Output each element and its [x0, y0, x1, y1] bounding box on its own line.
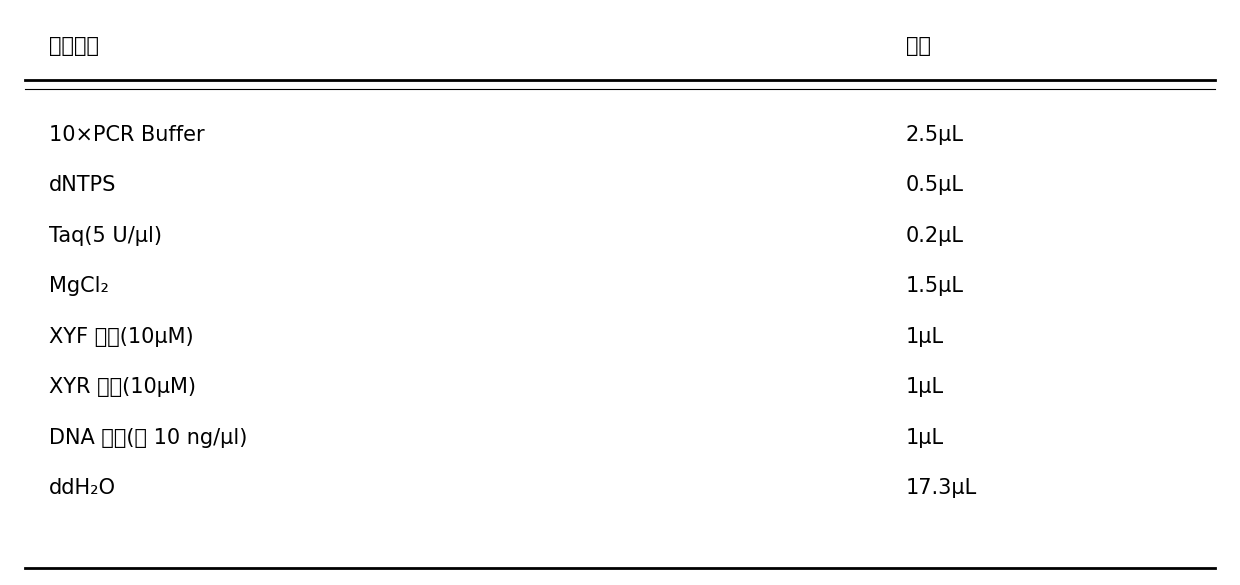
Text: ddH₂O: ddH₂O	[48, 478, 115, 498]
Text: 组成成分: 组成成分	[48, 36, 99, 56]
Text: 1μL: 1μL	[905, 326, 944, 347]
Text: 1μL: 1μL	[905, 428, 944, 448]
Text: XYR 引物(10μM): XYR 引物(10μM)	[48, 377, 196, 397]
Text: Taq(5 U/μl): Taq(5 U/μl)	[48, 226, 162, 246]
Text: 0.2μL: 0.2μL	[905, 226, 963, 246]
Text: 体积: 体积	[905, 36, 930, 56]
Text: 0.5μL: 0.5μL	[905, 176, 963, 195]
Text: XYF 引物(10μM): XYF 引物(10μM)	[48, 326, 193, 347]
Text: DNA 模板(约 10 ng/μl): DNA 模板(约 10 ng/μl)	[48, 428, 247, 448]
Text: 2.5μL: 2.5μL	[905, 125, 963, 145]
Text: 1.5μL: 1.5μL	[905, 276, 963, 296]
Text: 1μL: 1μL	[905, 377, 944, 397]
Text: dNTPS: dNTPS	[48, 176, 117, 195]
Text: 10×PCR Buffer: 10×PCR Buffer	[48, 125, 205, 145]
Text: MgCl₂: MgCl₂	[48, 276, 109, 296]
Text: 17.3μL: 17.3μL	[905, 478, 977, 498]
